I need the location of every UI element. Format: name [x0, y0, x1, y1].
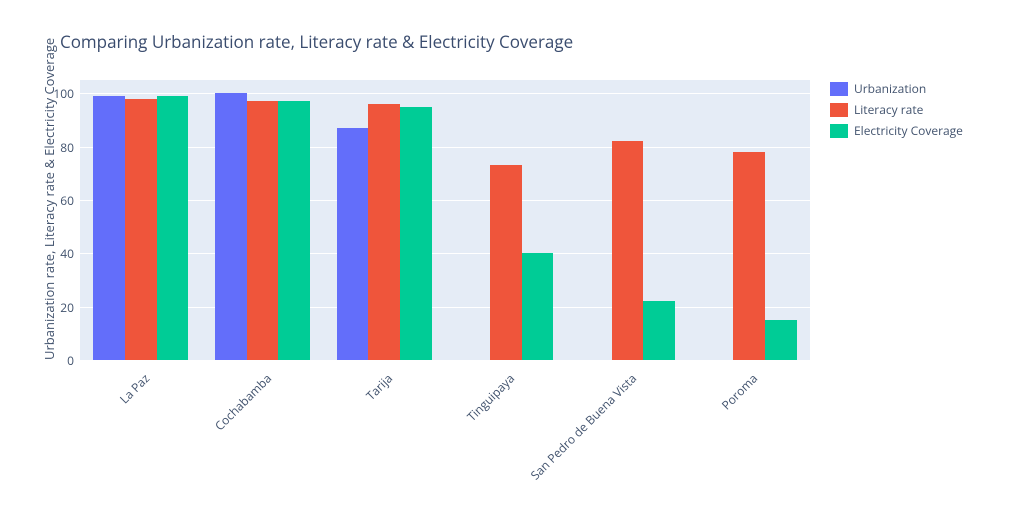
- y-tick-label: 60: [52, 192, 74, 209]
- y-tick-label: 40: [52, 245, 74, 262]
- x-tick-label: Tarija: [243, 370, 396, 523]
- x-tick-label: La Paz: [0, 370, 153, 523]
- bar: [215, 93, 247, 360]
- bar: [278, 101, 310, 360]
- bar: [733, 152, 765, 360]
- bar: [247, 101, 279, 360]
- legend-swatch: [830, 103, 848, 117]
- legend: Urbanization Literacy rate Electricity Cov…: [830, 80, 963, 143]
- bar: [125, 99, 157, 360]
- y-tick-label: 0: [52, 352, 74, 369]
- bar: [93, 96, 125, 360]
- x-tick-label: Cochabamba: [121, 370, 274, 523]
- legend-swatch: [830, 124, 848, 138]
- bar: [490, 165, 522, 360]
- y-tick-label: 100: [52, 85, 74, 102]
- legend-label: Urbanization: [854, 80, 926, 97]
- bar: [400, 107, 432, 360]
- gridline: [80, 360, 810, 361]
- chart-title: Comparing Urbanization rate, Literacy ra…: [60, 30, 573, 53]
- bar: [765, 320, 797, 360]
- bar: [337, 128, 369, 360]
- legend-label: Electricity Coverage: [854, 122, 963, 139]
- x-tick-label: San Pedro de Buena Vista: [486, 370, 639, 523]
- x-tick-label: Tinguipaya: [364, 370, 517, 523]
- y-tick-label: 80: [52, 139, 74, 156]
- chart-container: Comparing Urbanization rate, Literacy ra…: [0, 0, 1013, 518]
- bar: [612, 141, 644, 360]
- legend-item[interactable]: Urbanization: [830, 80, 963, 97]
- gridline: [80, 200, 810, 201]
- x-tick-label: Poroma: [608, 370, 761, 523]
- gridline: [80, 93, 810, 94]
- legend-item[interactable]: Literacy rate: [830, 101, 963, 118]
- legend-label: Literacy rate: [854, 101, 923, 118]
- bar: [368, 104, 400, 360]
- legend-swatch: [830, 82, 848, 96]
- bar: [643, 301, 675, 360]
- y-tick-label: 20: [52, 299, 74, 316]
- bar: [157, 96, 189, 360]
- gridline: [80, 253, 810, 254]
- bar: [522, 253, 554, 360]
- plot-area: [80, 80, 810, 360]
- legend-item[interactable]: Electricity Coverage: [830, 122, 963, 139]
- gridline: [80, 307, 810, 308]
- gridline: [80, 147, 810, 148]
